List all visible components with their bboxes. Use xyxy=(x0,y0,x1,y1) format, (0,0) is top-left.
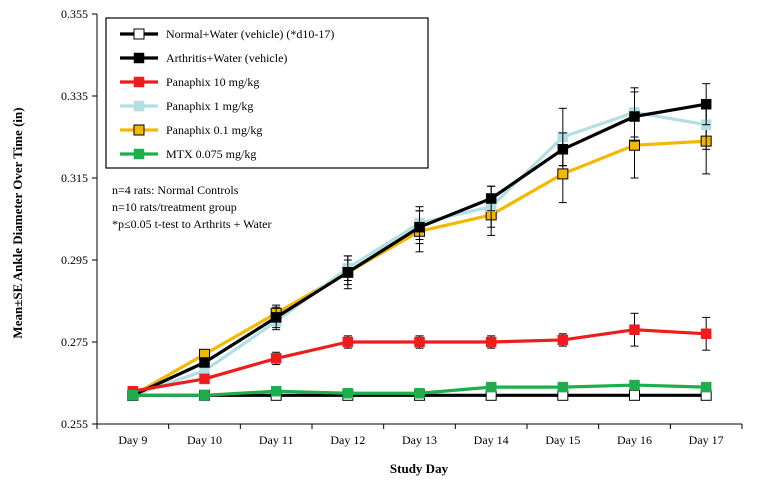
x-tick-label: Day 16 xyxy=(617,433,652,447)
data-point xyxy=(700,98,712,110)
data-point xyxy=(270,353,282,364)
legend: Normal+Water (vehicle) (*d10-17) Arthriti… xyxy=(105,17,429,169)
x-tick-label: Day 11 xyxy=(259,433,294,447)
x-tick-label: Day 17 xyxy=(689,433,724,447)
y-tick-label: 0.275 xyxy=(61,335,88,349)
legend-label: Panaphix 0.1 mg/kg xyxy=(166,123,262,137)
series-lines xyxy=(127,83,712,401)
data-point xyxy=(557,168,569,180)
data-point xyxy=(700,381,712,393)
series-2 xyxy=(127,312,712,397)
data-point xyxy=(700,328,712,340)
data-point xyxy=(199,357,210,368)
data-point xyxy=(199,390,210,401)
legend-swatch-marker xyxy=(133,148,145,160)
x-tick-label: Day 10 xyxy=(187,433,222,447)
axes: 0.255 0.275 0.295 0.315 0.335 0.355 Day 9 Day 1… xyxy=(61,7,743,447)
data-point xyxy=(485,336,497,348)
data-point xyxy=(127,390,139,401)
legend-label: Panaphix 10 mg/kg xyxy=(166,75,259,89)
data-point xyxy=(414,388,425,399)
data-point xyxy=(414,336,425,348)
data-point xyxy=(270,385,282,397)
data-point xyxy=(270,312,282,323)
legend-swatch-marker xyxy=(133,52,145,64)
annotation-significance: *p≤0.05 t-test to Arthrits + Water xyxy=(112,217,271,231)
y-tick-label: 0.315 xyxy=(61,171,88,185)
x-tick-label: Day 13 xyxy=(402,433,437,447)
x-tick-label: Day 15 xyxy=(545,433,580,447)
data-point xyxy=(485,193,497,204)
y-tick-label: 0.335 xyxy=(61,89,88,103)
legend-swatch-marker xyxy=(133,124,145,136)
data-point xyxy=(557,334,569,346)
data-point xyxy=(342,388,354,399)
x-tick-label: Day 12 xyxy=(330,433,365,447)
legend-label: Arthritis+Water (vehicle) xyxy=(166,51,287,65)
series-5 xyxy=(127,379,712,401)
data-point xyxy=(629,389,640,401)
legend-box xyxy=(105,17,429,169)
annotation-normal-controls: n=4 rats: Normal Controls xyxy=(112,183,239,197)
data-point xyxy=(557,144,569,155)
x-tick-label: Day 9 xyxy=(118,433,147,447)
data-point xyxy=(199,373,210,385)
data-point xyxy=(342,267,354,278)
data-point xyxy=(485,381,497,393)
legend-label: Normal+Water (vehicle) (*d10-17) xyxy=(166,27,334,41)
data-point xyxy=(629,379,640,391)
legend-swatch-marker xyxy=(133,28,145,40)
data-point xyxy=(414,221,425,233)
legend-label: Panaphix 1 mg/kg xyxy=(166,99,253,113)
y-tick-label: 0.295 xyxy=(61,253,88,267)
legend-swatch-marker xyxy=(133,76,145,88)
data-point xyxy=(629,324,640,335)
y-tick-label: 0.255 xyxy=(61,417,88,431)
data-point xyxy=(629,139,640,151)
annotations: n=4 rats: Normal Controls n=10 rats/trea… xyxy=(112,183,271,231)
x-tick-label: Day 14 xyxy=(474,433,509,447)
data-point xyxy=(342,336,354,348)
data-point xyxy=(629,111,640,122)
data-point xyxy=(557,381,569,393)
y-tick-label: 0.355 xyxy=(61,7,88,21)
y-axis-title: Mean±SE Ankle Diameter Over Time (in) xyxy=(10,107,25,338)
legend-swatch-marker xyxy=(133,100,145,112)
legend-label: MTX 0.075 mg/kg xyxy=(166,147,256,161)
annotation-treatment-group: n=10 rats/treatment group xyxy=(112,200,237,214)
series-line xyxy=(132,139,707,397)
x-axis-title: Study Day xyxy=(390,461,449,476)
